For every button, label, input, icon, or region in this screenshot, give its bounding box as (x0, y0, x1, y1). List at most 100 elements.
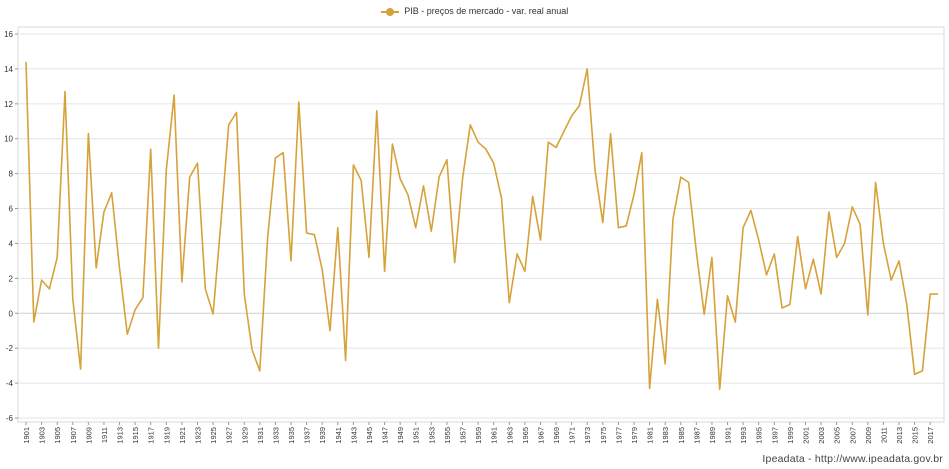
data-point[interactable] (810, 256, 816, 262)
data-point[interactable] (132, 307, 138, 313)
data-point[interactable] (857, 221, 863, 227)
data-point[interactable] (101, 209, 107, 215)
data-point[interactable] (140, 295, 146, 301)
data-point[interactable] (506, 300, 512, 306)
data-point[interactable] (779, 305, 785, 311)
data-point[interactable] (654, 296, 660, 302)
data-point[interactable] (756, 237, 762, 243)
data-point[interactable] (491, 160, 497, 166)
data-point[interactable] (670, 216, 676, 222)
data-point[interactable] (109, 190, 115, 196)
data-point[interactable] (389, 141, 395, 147)
data-point[interactable] (499, 195, 505, 201)
data-point[interactable] (896, 258, 902, 264)
data-point[interactable] (366, 254, 372, 260)
data-point[interactable] (787, 302, 793, 308)
data-point[interactable] (678, 174, 684, 180)
data-point[interactable] (693, 249, 699, 255)
data-point[interactable] (436, 174, 442, 180)
data-point[interactable] (265, 235, 271, 241)
data-point[interactable] (241, 291, 247, 297)
data-point[interactable] (826, 209, 832, 215)
data-point[interactable] (54, 254, 60, 260)
data-point[interactable] (202, 286, 208, 292)
data-point[interactable] (343, 357, 349, 363)
data-point[interactable] (257, 368, 263, 374)
data-point[interactable] (795, 234, 801, 240)
data-point[interactable] (405, 192, 411, 198)
data-point[interactable] (62, 89, 68, 95)
data-point[interactable] (421, 183, 427, 189)
data-point[interactable] (686, 179, 692, 185)
data-point[interactable] (280, 150, 286, 156)
data-point[interactable] (319, 267, 325, 273)
data-point[interactable] (163, 167, 169, 173)
data-point[interactable] (834, 254, 840, 260)
data-point[interactable] (709, 254, 715, 260)
data-point[interactable] (350, 162, 356, 168)
data-point[interactable] (444, 157, 450, 163)
data-point[interactable] (818, 291, 824, 297)
data-point[interactable] (179, 279, 185, 285)
data-point[interactable] (124, 331, 130, 337)
data-point[interactable] (85, 131, 91, 137)
data-point[interactable] (358, 178, 364, 184)
data-point[interactable] (553, 145, 559, 151)
data-point[interactable] (662, 361, 668, 367)
data-point[interactable] (764, 272, 770, 278)
data-point[interactable] (732, 319, 738, 325)
data-point[interactable] (912, 371, 918, 377)
data-point[interactable] (888, 277, 894, 283)
data-point[interactable] (93, 265, 99, 271)
data-point[interactable] (397, 176, 403, 182)
data-point[interactable] (335, 225, 341, 231)
data-point[interactable] (545, 139, 551, 145)
data-point[interactable] (530, 193, 536, 199)
data-point[interactable] (78, 366, 84, 372)
data-point[interactable] (171, 92, 177, 98)
data-point[interactable] (304, 230, 310, 236)
data-point[interactable] (148, 146, 154, 152)
data-point[interactable] (865, 312, 871, 318)
data-point[interactable] (803, 286, 809, 292)
data-point[interactable] (538, 237, 544, 243)
data-point[interactable] (296, 99, 302, 105)
data-point[interactable] (647, 385, 653, 391)
series-line[interactable] (25, 61, 938, 391)
data-point[interactable] (608, 131, 614, 137)
data-point[interactable] (600, 220, 606, 226)
data-point[interactable] (249, 347, 255, 353)
data-point[interactable] (452, 260, 458, 266)
data-point[interactable] (460, 176, 466, 182)
data-point[interactable] (467, 122, 473, 128)
data-point[interactable] (31, 319, 37, 325)
data-point[interactable] (70, 296, 76, 302)
data-point[interactable] (413, 225, 419, 231)
data-point[interactable] (522, 268, 528, 274)
chart-legend[interactable]: PIB - preços de mercado - var. real anua… (0, 6, 949, 17)
data-point[interactable] (592, 167, 598, 173)
data-point[interactable] (327, 328, 333, 334)
data-point[interactable] (156, 345, 162, 351)
data-point[interactable] (561, 129, 567, 135)
data-point[interactable] (904, 302, 910, 308)
data-point[interactable] (717, 386, 723, 392)
data-point[interactable] (382, 268, 388, 274)
data-point[interactable] (615, 225, 621, 231)
data-point[interactable] (849, 204, 855, 210)
data-point[interactable] (919, 368, 925, 374)
data-point[interactable] (234, 110, 240, 116)
data-point[interactable] (46, 286, 52, 292)
data-point[interactable] (873, 179, 879, 185)
data-point[interactable] (218, 220, 224, 226)
data-point[interactable] (880, 241, 886, 247)
data-point[interactable] (475, 139, 481, 145)
data-point[interactable] (639, 150, 645, 156)
data-point[interactable] (631, 192, 637, 198)
data-point[interactable] (428, 228, 434, 234)
data-point[interactable] (842, 241, 848, 247)
data-point[interactable] (195, 160, 201, 166)
data-point[interactable] (210, 311, 216, 317)
data-point[interactable] (311, 232, 317, 238)
data-point[interactable] (725, 293, 731, 299)
